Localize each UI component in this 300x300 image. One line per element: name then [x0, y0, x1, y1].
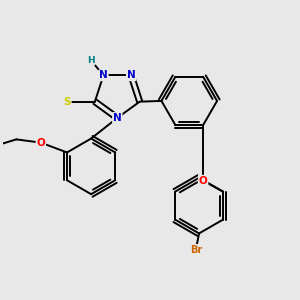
Text: N: N [113, 113, 122, 123]
Text: H: H [87, 56, 95, 65]
Text: S: S [63, 97, 71, 107]
Text: O: O [199, 176, 208, 186]
Text: N: N [99, 70, 108, 80]
Text: Br: Br [190, 245, 202, 255]
Text: N: N [127, 70, 136, 80]
Text: O: O [37, 138, 45, 148]
